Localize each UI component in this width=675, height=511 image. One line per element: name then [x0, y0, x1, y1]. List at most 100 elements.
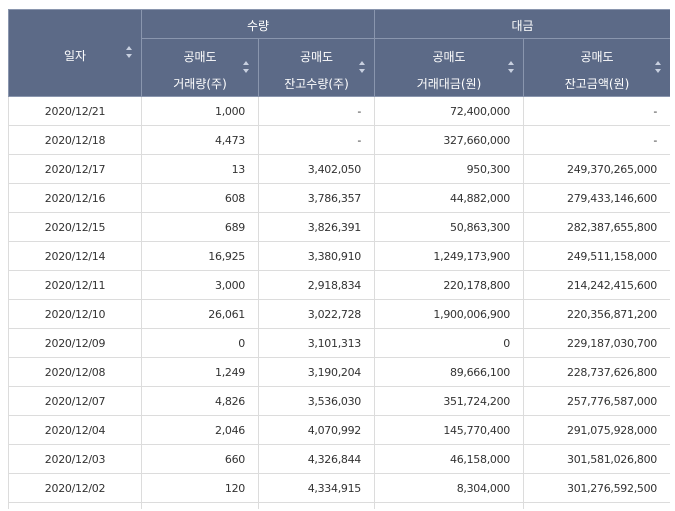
short-trade-value-cell: 89,666,100: [374, 357, 524, 387]
short-volume-cell: 26,061: [141, 299, 259, 329]
sort-icon[interactable]: [655, 61, 662, 73]
quantity-group-header: 수량: [141, 9, 375, 39]
amount-group-label: 대금: [511, 19, 534, 33]
short-volume-cell: 3,000: [141, 270, 259, 300]
short-volume-header[interactable]: 공매도 거래량(주): [141, 38, 259, 97]
table-row: 2020/12/16 608 3,786,357 44,882,000 279,433,…: [8, 183, 670, 213]
header-line1: 공매도: [580, 50, 614, 64]
table-header: 일자 수량 대금 공매도 거래량(주) 공매도 잔고수량(주) 공매도: [8, 9, 670, 97]
header-line1: 공매도: [183, 50, 217, 64]
header-line2: 거래대금(원): [416, 77, 482, 91]
short-trade-value-cell: 50,863,300: [374, 212, 524, 242]
date-cell: 2020/12/09: [8, 328, 142, 358]
short-balance-amount-cell: 291,075,928,000: [523, 415, 670, 445]
date-cell: 2020/12/07: [8, 386, 142, 416]
short-trade-value-cell: 44,882,000: [374, 183, 524, 213]
short-balance-qty-cell: 4,070,992: [258, 415, 375, 445]
table-row: 2020/12/04 2,046 4,070,992 145,770,400 291,0…: [8, 415, 670, 445]
short-balance-amount-cell: 301,276,592,500: [523, 473, 670, 503]
short-balance-qty-header[interactable]: 공매도 잔고수량(주): [258, 38, 375, 97]
date-cell: 2020/12/16: [8, 183, 142, 213]
short-balance-amount-cell: 257,776,587,000: [523, 386, 670, 416]
date-cell: 2020/12/03: [8, 444, 142, 474]
short-balance-amount-cell: 249,370,265,000: [523, 154, 670, 184]
short-balance-amount-cell: -: [523, 96, 670, 126]
short-balance-amount-cell: 220,356,871,200: [523, 299, 670, 329]
date-column-header[interactable]: 일자: [8, 9, 142, 97]
short-balance-amount-cell: -: [523, 125, 670, 155]
date-cell: 2020/12/18: [8, 125, 142, 155]
short-volume-cell: 660: [141, 444, 259, 474]
date-cell: 2020/12/08: [8, 357, 142, 387]
short-volume-cell: 13: [141, 154, 259, 184]
header-line2: 잔고수량(주): [284, 77, 349, 91]
short-balance-amount-cell: 214,242,415,600: [523, 270, 670, 300]
date-cell: 2020/12/10: [8, 299, 142, 329]
table-row: 2020/12/03 660 4,326,844 46,158,000 301,581,…: [8, 444, 670, 474]
short-trade-value-header[interactable]: 공매도 거래대금(원): [374, 38, 524, 97]
short-volume-cell: 1,249: [141, 357, 259, 387]
sort-icon[interactable]: [243, 61, 250, 73]
table-row: 2020/12/10 26,061 3,022,728 1,900,006,900 22…: [8, 299, 670, 329]
short-volume-cell: 16,925: [141, 241, 259, 271]
short-balance-amount-cell: 301,581,026,800: [523, 444, 670, 474]
header-line2: 잔고금액(원): [564, 77, 630, 91]
short-volume-cell: 2,046: [141, 415, 259, 445]
header-line2: 거래량(주): [173, 77, 227, 91]
short-trade-value-cell: 46,158,000: [374, 444, 524, 474]
short-selling-table: 일자 수량 대금 공매도 거래량(주) 공매도 잔고수량(주) 공매도: [8, 9, 670, 509]
short-balance-qty-cell: 3,022,728: [258, 299, 375, 329]
short-volume-cell: 1,000: [141, 96, 259, 126]
date-cell: 2020/12/21: [8, 96, 142, 126]
table-row: 2020/12/17 13 3,402,050 950,300 249,370,265,…: [8, 154, 670, 184]
short-trade-value-cell: 950,300: [374, 154, 524, 184]
sort-icon[interactable]: [359, 61, 366, 73]
short-trade-value-cell: 351,724,200: [374, 386, 524, 416]
short-volume-cell: 608: [141, 183, 259, 213]
table-row: 2020/12/14 16,925 3,380,910 1,249,173,900 24…: [8, 241, 670, 271]
short-balance-amount-cell: 249,511,158,000: [523, 241, 670, 271]
short-trade-value-cell: 8,304,000: [374, 473, 524, 503]
table-row: 2020/12/09 0 3,101,313 0 229,187,030,700: [8, 328, 670, 358]
short-trade-value-cell: 220,178,800: [374, 270, 524, 300]
short-balance-amount-header[interactable]: 공매도 잔고금액(원): [523, 38, 670, 97]
table-row: [8, 502, 670, 509]
date-cell: 2020/12/11: [8, 270, 142, 300]
short-balance-qty-cell: 3,402,050: [258, 154, 375, 184]
short-trade-value-cell: 72,400,000: [374, 96, 524, 126]
short-volume-cell: 689: [141, 212, 259, 242]
short-volume-cell: [141, 502, 259, 509]
table-row: 2020/12/21 1,000-72,400,000-: [8, 96, 670, 126]
short-balance-qty-cell: 3,190,204: [258, 357, 375, 387]
short-balance-amount-cell: 282,387,655,800: [523, 212, 670, 242]
header-line1: 공매도: [432, 50, 466, 64]
table-row: 2020/12/08 1,249 3,190,204 89,666,100 228,73…: [8, 357, 670, 387]
sort-icon[interactable]: [126, 46, 133, 58]
short-balance-amount-cell: 279,433,146,600: [523, 183, 670, 213]
short-balance-amount-cell: 228,737,626,800: [523, 357, 670, 387]
short-balance-amount-cell: [523, 502, 670, 509]
short-balance-qty-cell: 3,101,313: [258, 328, 375, 358]
short-volume-cell: 4,826: [141, 386, 259, 416]
table-row: 2020/12/02 120 4,334,915 8,304,000 301,276,5…: [8, 473, 670, 503]
short-volume-cell: 4,473: [141, 125, 259, 155]
short-trade-value-cell: 1,249,173,900: [374, 241, 524, 271]
short-volume-cell: 120: [141, 473, 259, 503]
date-cell: [8, 502, 142, 509]
short-balance-qty-cell: 3,380,910: [258, 241, 375, 271]
amount-group-header: 대금: [374, 9, 670, 39]
short-balance-qty-cell: 3,786,357: [258, 183, 375, 213]
table-body: 2020/12/21 1,000-72,400,000-2020/12/18 4,4…: [8, 96, 670, 509]
table-row: 2020/12/07 4,826 3,536,030 351,724,200 257,7…: [8, 386, 670, 416]
short-selling-table-container: 일자 수량 대금 공매도 거래량(주) 공매도 잔고수량(주) 공매도: [8, 9, 670, 509]
short-trade-value-cell: 327,660,000: [374, 125, 524, 155]
short-trade-value-cell: [374, 502, 524, 509]
short-trade-value-cell: 0: [374, 328, 524, 358]
short-trade-value-cell: 145,770,400: [374, 415, 524, 445]
sort-icon[interactable]: [508, 61, 515, 73]
date-cell: 2020/12/17: [8, 154, 142, 184]
date-cell: 2020/12/14: [8, 241, 142, 271]
short-balance-qty-cell: 4,334,915: [258, 473, 375, 503]
short-balance-qty-cell: -: [258, 125, 375, 155]
header-line1: 공매도: [299, 50, 334, 64]
